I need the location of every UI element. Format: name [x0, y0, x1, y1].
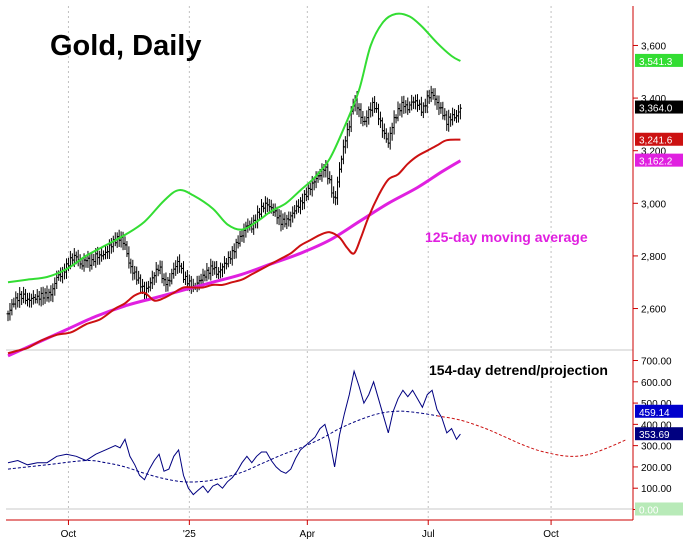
moving-average-line [7, 159, 462, 358]
upper-band-value-badge-bg [635, 53, 683, 67]
x-tick-label: Apr [300, 529, 316, 540]
upper-band-value-badge: 3,541.3 [639, 57, 673, 68]
axis-ticks: Oct '25 Apr Jul Oct 2,600 2,800 3,000 3,200 3,400… [61, 41, 672, 540]
price-y-tick-label: 3,200 [641, 147, 666, 158]
detrend-y-tick-label: 700.00 [641, 357, 672, 368]
lower-band-value-badge: 3,241.6 [639, 136, 673, 147]
x-tick-label: Oct [61, 529, 77, 540]
chart-title: Gold, Daily [50, 30, 201, 62]
lower-band-value-badge-bg [635, 132, 683, 146]
detrend-line [7, 369, 461, 496]
detrend-value-badge-bg [635, 427, 683, 441]
last-value-badges: 3,541.3 3,364.0 3,241.6 3,162.2 459.14 353.69… [635, 53, 683, 516]
x-tick-label: Oct [543, 529, 559, 540]
detrend-y-tick-label: 400.00 [641, 420, 672, 431]
x-tick-label: '25 [183, 529, 196, 540]
detrend-value-badge: 353.69 [639, 430, 670, 441]
price-y-tick-label: 3,600 [641, 41, 666, 52]
detrend-y-tick-label: 300.00 [641, 442, 672, 453]
detrend-y-tick-label: 200.00 [641, 463, 672, 474]
moving-average-annotation: 125-day moving average [425, 229, 588, 245]
detrend-cycle-line [7, 410, 438, 483]
moving-average-value-badge-bg [635, 153, 683, 167]
detrend-projection-line [436, 415, 628, 457]
detrend-y-tick-label: 600.00 [641, 378, 672, 389]
detrend-y-tick-label: 500.00 [641, 399, 672, 410]
x-tick-label: Jul [422, 529, 435, 540]
price-y-tick-label: 3,000 [641, 199, 666, 210]
lower-band-line [7, 138, 461, 355]
detrend-annotation: 154-day detrend/projection [429, 362, 608, 378]
zero-value-badge-bg [635, 502, 683, 516]
upper-band-line [7, 12, 461, 284]
close-value-badge: 3,364.0 [639, 104, 673, 115]
close-value-badge-bg [635, 100, 683, 114]
price-y-tick-label: 3,400 [641, 94, 666, 105]
price-panel [6, 12, 462, 358]
moving-average-value-badge: 3,162.2 [639, 157, 673, 168]
zero-value-badge: 0.00 [639, 505, 659, 516]
price-y-tick-label: 2,800 [641, 252, 666, 263]
axes [6, 6, 634, 521]
price-y-tick-label: 2,600 [641, 305, 666, 316]
detrend-y-tick-label: 100.00 [641, 484, 672, 495]
projection-value-badge-bg [635, 404, 683, 418]
detrend-panel [7, 369, 628, 496]
projection-value-badge: 459.14 [639, 408, 670, 419]
